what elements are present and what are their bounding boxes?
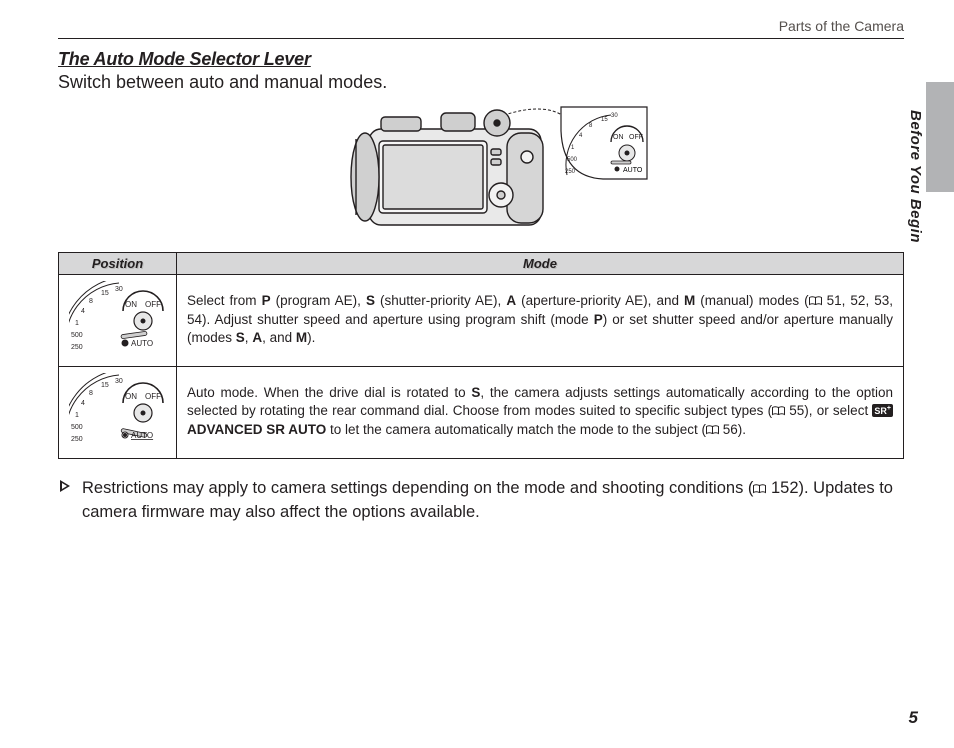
svg-text:500: 500 [71,424,83,431]
camera-illustration: 250 500 1 4 8 15 30 ON OFF [58,99,904,244]
svg-text:250: 250 [71,436,83,443]
book-icon [809,293,822,311]
svg-text:4: 4 [81,308,85,315]
svg-text:ON: ON [613,134,624,141]
svg-text:4: 4 [81,400,85,407]
table-header-position: Position [59,253,177,275]
svg-text:15: 15 [601,117,608,123]
svg-text:30: 30 [115,286,123,293]
position-thumb: 250 500 14 8 15 30 ON OFF AUTO [59,367,177,459]
svg-text:AUTO: AUTO [131,339,153,348]
svg-text:AUTO: AUTO [623,167,643,174]
svg-text:15: 15 [101,290,109,297]
position-thumb: 250 500 14 8 15 30 ON OFF AUTO [59,275,177,367]
book-icon [706,422,719,440]
svg-text:OFF: OFF [145,300,161,309]
svg-text:1: 1 [75,320,79,327]
note-block: Restrictions may apply to camera setting… [58,477,904,523]
section-intro: Switch between auto and manual modes. [58,72,904,93]
note-text: Restrictions may apply to camera setting… [82,477,904,523]
svg-text:8: 8 [89,390,93,397]
svg-text:500: 500 [567,157,578,163]
mode-description: Auto mode. When the drive dial is rotate… [177,367,904,459]
svg-text:15: 15 [101,382,109,389]
svg-text:30: 30 [115,378,123,385]
book-icon [753,478,766,500]
svg-text:8: 8 [89,298,93,305]
page-number: 5 [909,708,918,728]
section-title: The Auto Mode Selector Lever [58,49,904,70]
table-row: 250 500 14 8 15 30 ON OFF AUTO Select from… [59,275,904,367]
svg-text:250: 250 [71,344,83,351]
svg-text:250: 250 [565,169,576,175]
book-icon [772,403,785,421]
svg-text:ON: ON [125,392,137,401]
svg-text:ON: ON [125,300,137,309]
sr-auto-icon: SR+ [872,404,893,417]
svg-text:AUTO: AUTO [131,431,153,440]
table-header-mode: Mode [177,253,904,275]
table-row: 250 500 14 8 15 30 ON OFF AUTO Auto mode. … [59,367,904,459]
svg-text:OFF: OFF [145,392,161,401]
note-bullet-icon [58,477,72,523]
svg-text:30: 30 [611,113,618,119]
breadcrumb: Parts of the Camera [58,18,904,39]
mode-table: Position Mode 250500 14 815 30 ON OFF [58,252,904,459]
svg-text:500: 500 [71,332,83,339]
mode-description: Select from P (program AE), S (shutter-p… [177,275,904,367]
svg-text:1: 1 [75,412,79,419]
